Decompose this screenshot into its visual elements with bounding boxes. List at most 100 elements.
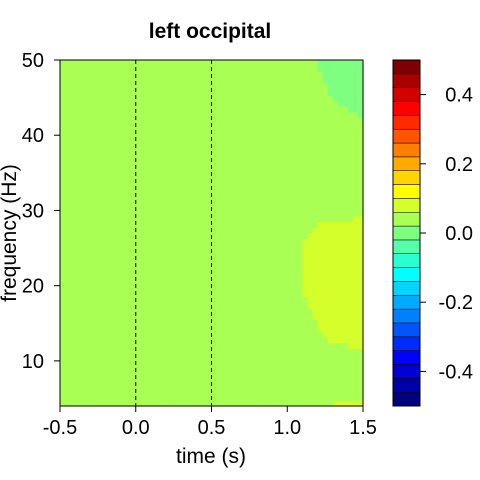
heatmap-cell bbox=[105, 296, 112, 303]
heatmap-cell bbox=[176, 233, 182, 240]
heatmap-cell bbox=[110, 371, 117, 378]
heatmap-cell bbox=[166, 377, 172, 384]
heatmap-cell bbox=[90, 192, 96, 199]
heatmap-cell bbox=[186, 192, 192, 199]
heatmap-cell bbox=[125, 377, 132, 384]
heatmap-cell bbox=[352, 65, 359, 73]
heatmap-cell bbox=[241, 198, 248, 205]
heatmap-cell bbox=[327, 400, 334, 407]
heatmap-cell bbox=[332, 129, 339, 136]
heatmap-cell bbox=[347, 152, 354, 159]
heatmap-cell bbox=[145, 302, 152, 309]
heatmap-cell bbox=[85, 71, 91, 78]
heatmap-cell bbox=[171, 175, 177, 182]
heatmap-cell bbox=[322, 77, 329, 84]
heatmap-cell bbox=[352, 371, 359, 378]
heatmap-cell bbox=[322, 111, 329, 119]
heatmap-cell bbox=[130, 279, 137, 286]
heatmap-cell bbox=[90, 175, 96, 182]
heatmap-cell bbox=[236, 250, 243, 257]
heatmap-cell bbox=[85, 279, 91, 286]
heatmap-cell bbox=[272, 221, 278, 228]
heatmap-cell bbox=[342, 319, 349, 326]
heatmap-cell bbox=[90, 88, 96, 96]
heatmap-cell bbox=[70, 134, 76, 142]
heatmap-cell bbox=[90, 71, 96, 78]
heatmap-cell bbox=[241, 377, 248, 384]
heatmap-cell bbox=[267, 342, 273, 349]
heatmap-cell bbox=[191, 209, 197, 217]
heatmap-cell bbox=[292, 313, 298, 321]
heatmap-cell bbox=[206, 65, 213, 73]
heatmap-cell bbox=[140, 71, 147, 78]
heatmap-cell bbox=[70, 221, 76, 228]
heatmap-cell bbox=[322, 371, 329, 378]
heatmap-cell bbox=[206, 348, 213, 355]
heatmap-cell bbox=[297, 394, 303, 401]
heatmap-cell bbox=[161, 233, 167, 240]
heatmap-cell bbox=[196, 83, 202, 90]
heatmap-cell bbox=[277, 221, 283, 228]
heatmap-cell bbox=[201, 71, 208, 78]
heatmap-cell bbox=[352, 140, 359, 148]
heatmap-cell bbox=[140, 313, 147, 321]
heatmap-cell bbox=[166, 354, 172, 361]
heatmap-cell bbox=[155, 336, 162, 344]
heatmap-cell bbox=[282, 146, 288, 153]
heatmap-cell bbox=[322, 400, 329, 407]
heatmap-cell bbox=[262, 267, 268, 274]
heatmap-cell bbox=[347, 256, 354, 263]
heatmap-cell bbox=[297, 100, 303, 107]
heatmap-cell bbox=[161, 388, 167, 396]
heatmap-cell bbox=[135, 377, 142, 384]
heatmap-cell bbox=[246, 163, 253, 171]
heatmap-cell bbox=[272, 307, 278, 315]
heatmap-cell bbox=[352, 238, 359, 246]
heatmap-cell bbox=[85, 111, 91, 119]
heatmap-cell bbox=[292, 60, 298, 67]
heatmap-cell bbox=[246, 256, 253, 263]
heatmap-cell bbox=[145, 175, 152, 182]
heatmap-cell bbox=[60, 302, 66, 309]
heatmap-cell bbox=[140, 365, 147, 372]
heatmap-cell bbox=[135, 290, 142, 298]
heatmap-cell bbox=[110, 100, 117, 107]
heatmap-cell bbox=[221, 382, 228, 390]
heatmap-cell bbox=[65, 359, 71, 367]
heatmap-cell bbox=[221, 123, 228, 130]
heatmap-cell bbox=[236, 227, 243, 234]
heatmap-cell bbox=[226, 325, 233, 332]
heatmap-cell bbox=[60, 394, 66, 401]
heatmap-cell bbox=[201, 313, 208, 321]
heatmap-cell bbox=[65, 342, 71, 349]
heatmap-cell bbox=[282, 365, 288, 372]
heatmap-cell bbox=[357, 296, 364, 303]
heatmap-cell bbox=[251, 100, 258, 107]
heatmap-cell bbox=[145, 348, 152, 355]
y-tick-label: 20 bbox=[22, 276, 44, 298]
heatmap-cell bbox=[120, 94, 127, 101]
heatmap-cell bbox=[216, 71, 223, 78]
heatmap-cell bbox=[357, 60, 364, 67]
heatmap-cell bbox=[352, 181, 359, 188]
heatmap-cell bbox=[166, 158, 172, 165]
heatmap-cell bbox=[241, 238, 248, 246]
heatmap-cell bbox=[95, 215, 101, 223]
heatmap-cell bbox=[307, 244, 314, 251]
heatmap-cell bbox=[322, 348, 329, 355]
heatmap-cell bbox=[272, 106, 278, 113]
heatmap-cell bbox=[176, 307, 182, 315]
heatmap-cell bbox=[236, 215, 243, 223]
heatmap-cell bbox=[226, 158, 233, 165]
heatmap-cell bbox=[352, 250, 359, 257]
heatmap-cell bbox=[166, 181, 172, 188]
colorbar-swatch bbox=[392, 253, 421, 268]
heatmap-cell bbox=[125, 261, 132, 269]
heatmap-cell bbox=[272, 83, 278, 90]
heatmap-cell bbox=[95, 365, 101, 372]
heatmap-cell bbox=[246, 377, 253, 384]
heatmap-cell bbox=[251, 163, 258, 171]
heatmap-cell bbox=[267, 302, 273, 309]
heatmap-cell bbox=[226, 129, 233, 136]
heatmap-cell bbox=[221, 238, 228, 246]
